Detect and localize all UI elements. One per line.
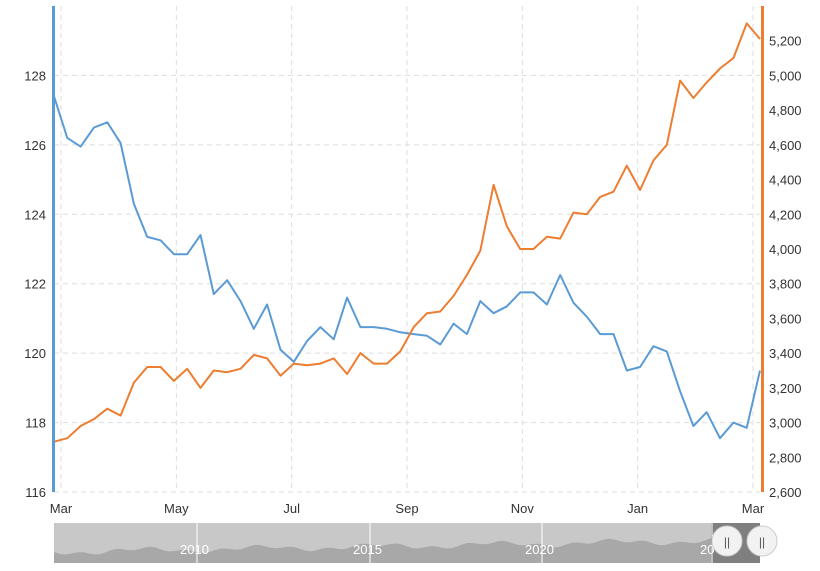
right-tick-label: 3,000 xyxy=(769,416,802,431)
x-tick-label: Nov xyxy=(511,501,535,516)
series-line-right-axis xyxy=(53,22,761,443)
handle-right-grip-icon[interactable]: || xyxy=(759,535,765,549)
left-tick-label: 120 xyxy=(24,346,46,361)
right-tick-label: 4,000 xyxy=(769,242,802,257)
series-line-left-axis xyxy=(53,95,761,440)
right-axis-line xyxy=(761,6,764,492)
right-tick-label: 4,200 xyxy=(769,207,802,222)
axes xyxy=(52,6,764,492)
handle-left-grip-icon[interactable]: || xyxy=(724,535,730,549)
x-tick-label: Mar xyxy=(50,501,73,516)
x-axis-ticks: Mar May Jul Sep Nov Jan Mar xyxy=(50,501,765,516)
left-tick-label: 116 xyxy=(25,485,46,500)
navigator-handle-right[interactable]: || xyxy=(746,525,778,557)
x-tick-label: Sep xyxy=(395,501,418,516)
range-navigator[interactable]: 2010 2015 2020 20 || || xyxy=(54,523,778,563)
navigator-label: 2010 xyxy=(180,542,209,557)
handle-right-circle[interactable] xyxy=(746,525,778,557)
right-tick-label: 4,400 xyxy=(769,173,802,188)
right-tick-label: 5,200 xyxy=(769,34,802,49)
left-tick-label: 126 xyxy=(24,138,46,153)
grid-lines xyxy=(54,6,760,493)
right-tick-label: 5,000 xyxy=(769,68,802,83)
right-tick-label: 3,400 xyxy=(769,346,802,361)
right-axis-ticks: 2,600 2,800 3,000 3,200 3,400 3,600 3,800 4,000… xyxy=(769,34,802,500)
x-tick-label: Jan xyxy=(627,501,648,516)
right-tick-label: 4,600 xyxy=(769,138,802,153)
right-tick-label: 3,800 xyxy=(769,277,802,292)
right-tick-label: 4,800 xyxy=(769,103,802,118)
left-tick-label: 124 xyxy=(24,207,46,222)
x-tick-label: May xyxy=(164,501,189,516)
left-tick-label: 128 xyxy=(24,68,46,83)
right-tick-label: 3,200 xyxy=(769,381,802,396)
x-tick-label: Jul xyxy=(283,501,300,516)
handle-left-circle[interactable] xyxy=(711,525,743,557)
right-tick-label: 2,800 xyxy=(769,450,802,465)
navigator-label: 20 xyxy=(700,542,714,557)
right-tick-label: 2,600 xyxy=(769,485,802,500)
right-tick-label: 3,600 xyxy=(769,311,802,326)
navigator-label: 2020 xyxy=(525,542,554,557)
left-tick-label: 122 xyxy=(24,277,46,292)
navigator-label: 2015 xyxy=(353,542,382,557)
x-tick-label: Mar xyxy=(742,501,765,516)
left-axis-ticks: 116 118 120 122 124 126 128 xyxy=(24,68,46,500)
left-tick-label: 118 xyxy=(25,416,46,431)
navigator-handle-left[interactable]: || xyxy=(711,525,743,557)
left-axis-line xyxy=(52,6,55,492)
series-lines xyxy=(53,22,761,443)
navigator-area xyxy=(54,537,760,563)
